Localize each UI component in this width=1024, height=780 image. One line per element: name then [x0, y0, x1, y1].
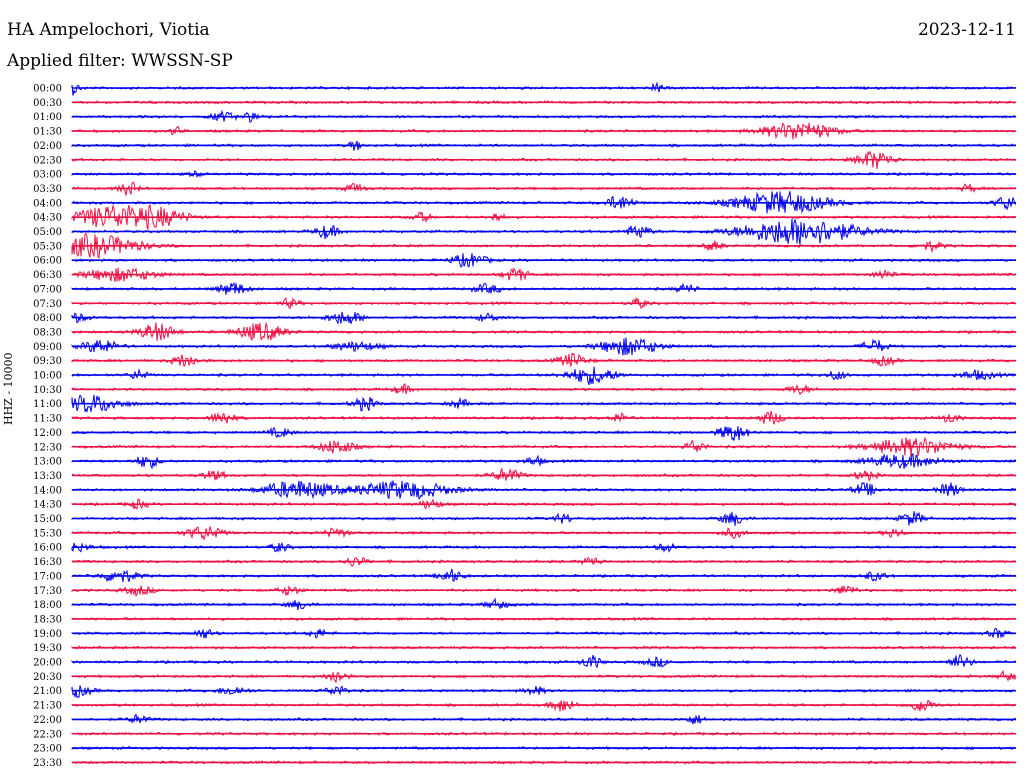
- filter-label: Applied filter: WWSSN-SP: [7, 51, 233, 71]
- time-label: 16:00: [33, 543, 62, 554]
- record-date: 2023-12-11: [917, 20, 1016, 40]
- time-label: 01:00: [33, 112, 62, 123]
- time-label: 15:30: [33, 528, 62, 539]
- time-label: 18:30: [33, 614, 62, 625]
- time-label: 07:30: [33, 299, 62, 310]
- time-label: 03:00: [33, 170, 62, 181]
- time-label: 16:30: [33, 557, 62, 568]
- time-label: 11:30: [33, 414, 62, 425]
- time-labels: 00:00 00:30 01:00 01:30 02:00 02:30 03:00 03:30…: [33, 84, 62, 769]
- time-label: 02:00: [33, 141, 62, 152]
- time-label: 12:00: [33, 428, 62, 439]
- trace-2130: [71, 699, 1017, 712]
- time-label: 09:30: [33, 356, 62, 367]
- time-label: 22:00: [33, 715, 62, 726]
- time-label: 03:30: [33, 184, 62, 195]
- seismic-traces: [71, 81, 1017, 765]
- time-label: 13:30: [33, 471, 62, 482]
- time-label: 13:00: [33, 457, 62, 468]
- station-title: HA Ampelochori, Viotia: [7, 20, 210, 40]
- time-label: 15:00: [33, 514, 62, 525]
- time-label: 05:00: [33, 227, 62, 238]
- time-label: 21:00: [33, 686, 62, 697]
- time-label: 23:30: [33, 758, 62, 769]
- time-label: 11:00: [33, 399, 62, 410]
- time-label: 04:00: [33, 198, 62, 209]
- time-label: 06:30: [33, 270, 62, 281]
- time-label: 12:30: [33, 442, 62, 453]
- time-label: 22:30: [33, 729, 62, 740]
- time-label: 05:30: [33, 241, 62, 252]
- time-label: 10:00: [33, 371, 62, 382]
- time-label: 14:00: [33, 485, 62, 496]
- time-label: 23:00: [33, 744, 62, 755]
- trace-0000: [71, 81, 1017, 96]
- time-label: 00:00: [33, 84, 62, 95]
- time-label: 10:30: [33, 385, 62, 396]
- time-label: 14:30: [33, 500, 62, 511]
- time-label: 18:00: [33, 600, 62, 611]
- time-label: 08:00: [33, 313, 62, 324]
- time-label: 07:00: [33, 284, 62, 295]
- time-label: 21:30: [33, 701, 62, 712]
- time-label: 01:30: [33, 127, 62, 138]
- time-label: 19:00: [33, 629, 62, 640]
- time-label: 19:30: [33, 643, 62, 654]
- time-label: 20:00: [33, 658, 62, 669]
- time-label: 06:00: [33, 256, 62, 267]
- time-label: 09:00: [33, 342, 62, 353]
- time-label: 17:30: [33, 586, 62, 597]
- time-label: 17:00: [33, 571, 62, 582]
- time-label: 04:30: [33, 213, 62, 224]
- time-label: 20:30: [33, 672, 62, 683]
- time-label: 02:30: [33, 155, 62, 166]
- time-label: 00:30: [33, 98, 62, 109]
- trace-1200: [71, 426, 1017, 441]
- time-label: 08:30: [33, 327, 62, 338]
- trace-2000: [71, 653, 1017, 669]
